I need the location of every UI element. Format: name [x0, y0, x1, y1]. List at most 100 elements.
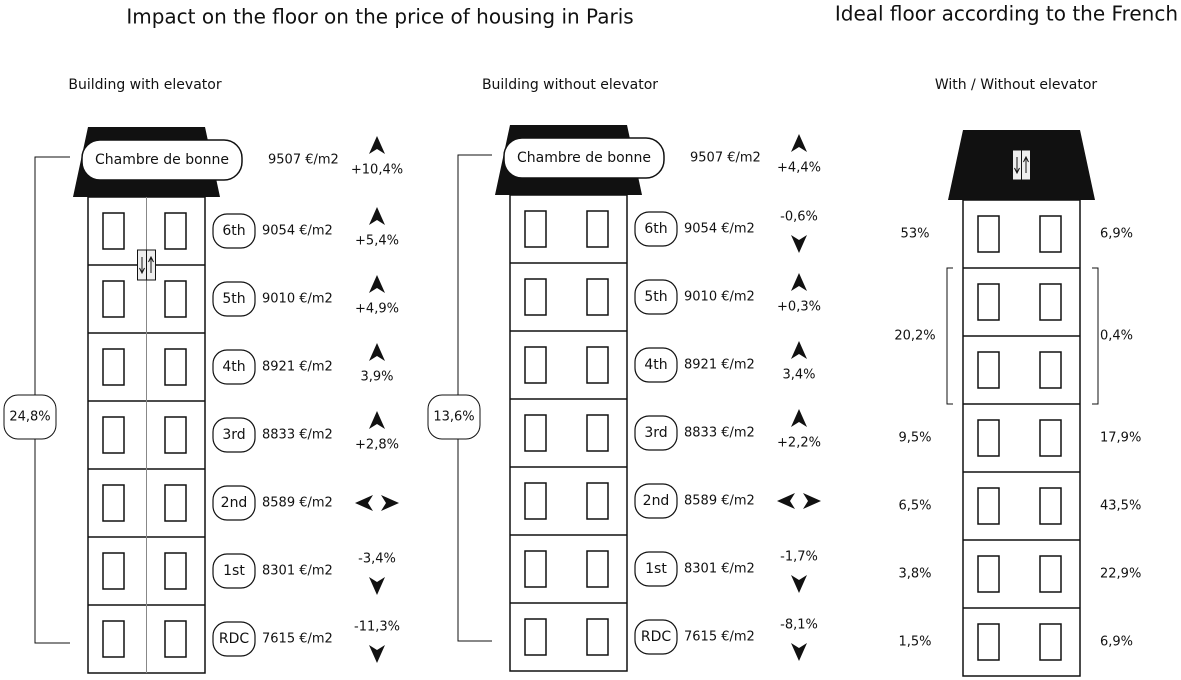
window [164, 484, 187, 522]
price: 9010 €/m2 [262, 292, 333, 307]
price: 8833 €/m2 [684, 426, 755, 441]
arrow-up [791, 273, 807, 291]
window [1039, 487, 1062, 525]
arrow-up [369, 343, 385, 361]
floor-pill [212, 281, 256, 317]
floor-pill [634, 279, 678, 315]
span-pill [427, 394, 481, 440]
arrow-up [369, 275, 385, 293]
elevator-arrow [139, 255, 154, 275]
elevator-arrow [1014, 155, 1029, 175]
bracket [1092, 267, 1099, 405]
change: +4,9% [355, 302, 399, 317]
floor-pill [503, 137, 665, 179]
without-elevator-share: 43,5% [1100, 499, 1141, 514]
price: 9507 €/m2 [268, 153, 339, 168]
window [102, 620, 125, 658]
floor-label: 5th [222, 291, 245, 307]
change: -8,1% [780, 618, 818, 633]
window [977, 419, 1000, 457]
floor-label: 4th [222, 359, 245, 375]
arrow-up [369, 136, 385, 154]
floor-label: RDC [219, 631, 250, 647]
floor-label: 6th [644, 221, 667, 237]
floor-label: 6th [222, 223, 245, 239]
change: +2,8% [355, 438, 399, 453]
window [524, 346, 547, 384]
window [524, 550, 547, 588]
change: -0,6% [780, 210, 818, 225]
price: 8921 €/m2 [684, 358, 755, 373]
arrow-up [369, 411, 385, 429]
price: 9054 €/m2 [262, 224, 333, 239]
floor-label: 2nd [221, 495, 248, 511]
window [586, 618, 609, 656]
price: 8589 €/m2 [684, 494, 755, 509]
price: 7615 €/m2 [262, 632, 333, 647]
window [1039, 419, 1062, 457]
window [164, 552, 187, 590]
floor-label: 4th [644, 357, 667, 373]
floor-pill [634, 551, 678, 587]
arrow-up [791, 134, 807, 152]
floor-label: Chambre de bonne [517, 150, 651, 166]
arrow-flat [355, 495, 399, 511]
price: 8589 €/m2 [262, 496, 333, 511]
without-elevator-share: 0,4% [1100, 329, 1133, 344]
window [164, 348, 187, 386]
with-elevator-share: 6,5% [898, 499, 931, 514]
arrow-flat [777, 493, 821, 509]
heading: With / Without elevator [935, 77, 1098, 93]
change: +2,2% [777, 436, 821, 451]
window [977, 487, 1000, 525]
window [977, 351, 1000, 389]
window [164, 416, 187, 454]
change: +5,4% [355, 234, 399, 249]
floor-pill [212, 349, 256, 385]
window [1039, 283, 1062, 321]
window [524, 414, 547, 452]
floor-pill [212, 485, 256, 521]
window [586, 550, 609, 588]
floor-label: 3rd [222, 427, 245, 443]
price: 7615 €/m2 [684, 630, 755, 645]
change: +0,3% [777, 300, 821, 315]
window [102, 484, 125, 522]
floor-label: RDC [641, 629, 672, 645]
window [102, 348, 125, 386]
window [586, 482, 609, 520]
heading: Building without elevator [482, 77, 658, 93]
floor-pill [212, 213, 256, 249]
window [524, 278, 547, 316]
window [586, 346, 609, 384]
change: -11,3% [354, 620, 400, 635]
window [1039, 351, 1062, 389]
arrow-down [369, 645, 385, 663]
arrow-down [791, 575, 807, 593]
price: 8833 €/m2 [262, 428, 333, 443]
floor-label: 5th [644, 289, 667, 305]
floor-label: 2nd [643, 493, 670, 509]
window [977, 215, 1000, 253]
price: 9507 €/m2 [690, 151, 761, 166]
span-label: 24,8% [9, 410, 50, 425]
arrow-up [791, 409, 807, 427]
floor-pill [634, 415, 678, 451]
window [586, 210, 609, 248]
window [586, 278, 609, 316]
bracket [946, 267, 953, 405]
with-elevator-share: 3,8% [898, 567, 931, 582]
with-elevator-share: 53% [901, 227, 930, 242]
floor-label: 1st [223, 563, 245, 579]
floor-pill [634, 211, 678, 247]
window [977, 623, 1000, 661]
floor-pill [634, 619, 678, 655]
window [524, 210, 547, 248]
floor-label: Chambre de bonne [95, 152, 229, 168]
window [164, 620, 187, 658]
price: 8921 €/m2 [262, 360, 333, 375]
floor-pill [81, 139, 243, 181]
title: Impact on the floor on the price of hous… [126, 5, 633, 29]
window [102, 280, 125, 318]
